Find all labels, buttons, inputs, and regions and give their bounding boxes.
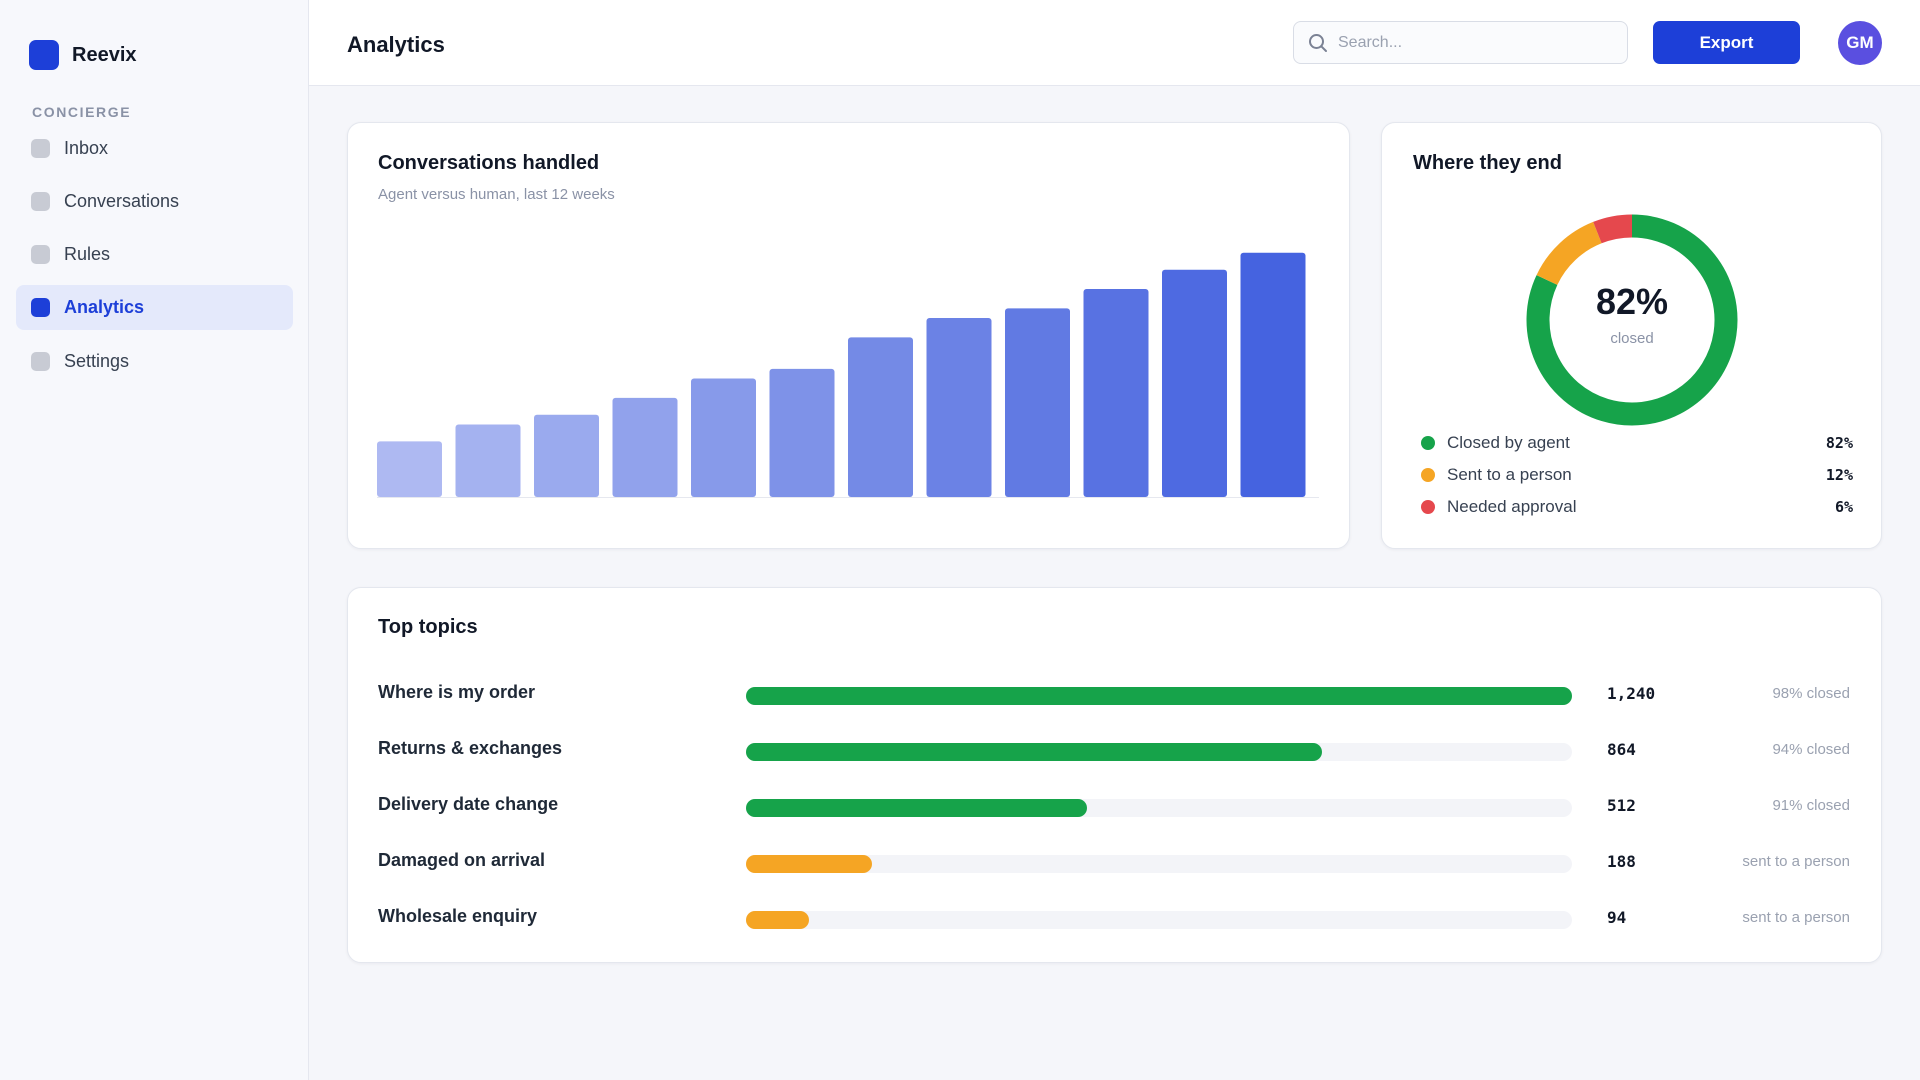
- conversations-bar-chart: [377, 252, 1319, 498]
- topic-bar-fill: [746, 855, 872, 873]
- analytics-icon: [31, 298, 50, 317]
- legend-value: 12%: [1825, 466, 1853, 484]
- topic-bar-fill: [746, 743, 1322, 761]
- sidebar-item-label: Inbox: [64, 138, 109, 158]
- chart-bar: [691, 378, 756, 497]
- topic-count: 1,240: [1607, 684, 1656, 703]
- brand-logo-icon: [29, 40, 59, 70]
- chart-bar: [377, 441, 442, 497]
- topic-label: Wholesale enquiry: [378, 906, 538, 926]
- legend-value: 6%: [1834, 498, 1853, 516]
- chart-bar: [926, 318, 992, 497]
- rules-icon: [31, 245, 50, 264]
- topic-status: sent to a person: [1742, 909, 1850, 926]
- topic-bar-fill: [746, 799, 1088, 817]
- topic-label: Delivery date change: [378, 794, 559, 814]
- topic-bar-track: [746, 855, 1572, 873]
- topic-bar-fill: [746, 687, 1572, 705]
- sidebar-item-rules[interactable]: Rules: [16, 232, 293, 277]
- search-box[interactable]: [1293, 21, 1628, 64]
- chart-bar: [1240, 252, 1306, 497]
- topic-bar-fill: [746, 911, 809, 929]
- topic-status: 98% closed: [1772, 685, 1850, 702]
- nav-section-title: CONCIERGE: [32, 104, 132, 120]
- legend-item: Sent to a person 12%: [1421, 463, 1853, 487]
- sidebar-item-settings[interactable]: Settings: [16, 339, 293, 384]
- chart-bar: [848, 337, 913, 497]
- topic-count: 188: [1607, 852, 1636, 871]
- topic-count: 94: [1607, 908, 1627, 927]
- legend-dot-icon: [1421, 468, 1435, 482]
- topic-label: Where is my order: [378, 682, 536, 702]
- topics-card: [347, 587, 1882, 963]
- legend-item: Needed approval 6%: [1421, 495, 1853, 519]
- legend-label: Needed approval: [1447, 497, 1577, 516]
- avatar[interactable]: GM: [1838, 21, 1882, 65]
- outcomes-donut-chart: [1526, 214, 1738, 426]
- topic-row[interactable]: Delivery date change 512 91% closed: [378, 791, 1850, 821]
- donut-center-value: 82%: [1595, 281, 1669, 322]
- export-button[interactable]: Export: [1653, 21, 1800, 64]
- topic-status: 91% closed: [1772, 797, 1850, 814]
- legend-dot-icon: [1421, 500, 1435, 514]
- topic-bar-track: [746, 911, 1572, 929]
- topic-bar-track: [746, 799, 1572, 817]
- sidebar-item-label: Rules: [64, 244, 111, 264]
- legend-item: Closed by agent 82%: [1421, 431, 1853, 455]
- chart-bar: [1162, 269, 1227, 497]
- brand-name: Reevix: [72, 43, 137, 66]
- sidebar: Reevix CONCIERGE Inbox Conversations Rul…: [0, 0, 309, 1080]
- topic-label: Returns & exchanges: [378, 738, 563, 758]
- topic-count: 512: [1607, 796, 1636, 815]
- inbox-icon: [31, 139, 50, 158]
- outcomes-card-title: Where they end: [1413, 152, 1562, 174]
- topic-bar-track: [746, 743, 1572, 761]
- topics-card-title: Top topics: [378, 616, 478, 638]
- chart-bar: [769, 368, 835, 497]
- sidebar-item-inbox[interactable]: Inbox: [16, 126, 293, 171]
- sidebar-item-label: Conversations: [64, 191, 180, 211]
- donut-center-label: closed: [1610, 330, 1654, 347]
- topic-status: 94% closed: [1772, 741, 1850, 758]
- conversations-icon: [31, 192, 50, 211]
- topic-count: 864: [1607, 740, 1636, 759]
- donut-slice: [1526, 214, 1738, 426]
- topic-row[interactable]: Damaged on arrival 188 sent to a person: [378, 847, 1850, 877]
- legend-dot-icon: [1421, 436, 1435, 450]
- top-bar: Analytics Export GM: [309, 0, 1920, 86]
- sidebar-item-label: Analytics: [64, 297, 145, 317]
- chart-bar: [612, 397, 678, 497]
- legend-label: Sent to a person: [1447, 465, 1572, 484]
- chart-bar: [1083, 289, 1149, 497]
- conversations-card-title: Conversations handled: [378, 152, 600, 174]
- conversations-card-subtitle: Agent versus human, last 12 weeks: [378, 186, 615, 203]
- donut-slice: [1593, 214, 1633, 244]
- topic-status: sent to a person: [1742, 853, 1850, 870]
- topic-row[interactable]: Wholesale enquiry 94 sent to a person: [378, 903, 1850, 933]
- sidebar-item-conversations[interactable]: Conversations: [16, 179, 293, 224]
- topic-row[interactable]: Returns & exchanges 864 94% closed: [378, 735, 1850, 765]
- legend-value: 82%: [1825, 434, 1853, 452]
- legend-label: Closed by agent: [1447, 433, 1570, 452]
- sidebar-item-analytics[interactable]: Analytics: [16, 285, 293, 330]
- sidebar-item-label: Settings: [64, 351, 130, 371]
- chart-bar: [1005, 308, 1070, 497]
- search-icon: [1309, 33, 1327, 52]
- topic-label: Damaged on arrival: [378, 850, 546, 870]
- chart-bar: [534, 414, 599, 497]
- page-title: Analytics: [347, 32, 445, 57]
- chart-bar: [455, 424, 521, 497]
- search-input[interactable]: [1338, 33, 1608, 52]
- brand[interactable]: Reevix: [29, 40, 137, 70]
- topic-row[interactable]: Where is my order 1,240 98% closed: [378, 679, 1850, 709]
- outcomes-card: [1381, 122, 1882, 549]
- settings-icon: [31, 352, 50, 371]
- topic-bar-track: [746, 687, 1572, 705]
- donut-slice: [1536, 221, 1603, 286]
